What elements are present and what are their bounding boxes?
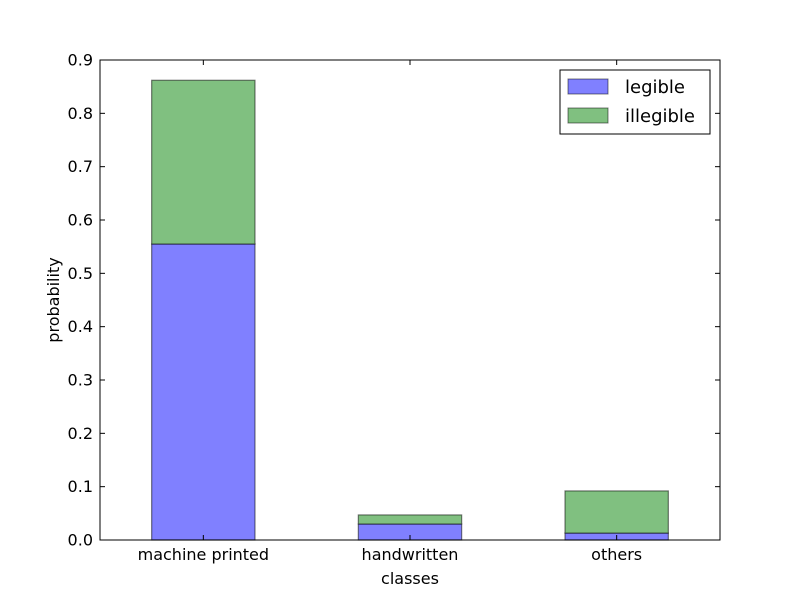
legend-swatch-legible	[567, 78, 609, 95]
y-tick-label: 0.1	[68, 477, 93, 496]
x-axis-label: classes	[381, 569, 439, 588]
x-tick-label: others	[591, 545, 642, 564]
y-axis-label: probability	[44, 257, 63, 342]
y-tick-label: 0.3	[68, 371, 93, 390]
legend-label-illegible: illegible	[625, 106, 695, 127]
ticks-layer: 0.0 0.1 0.2 0.3 0.4 0.5 0.6 0.7 0.8 0.9 machine pr…	[68, 51, 720, 564]
y-tick-label: 0.0	[68, 531, 93, 550]
bar-illegible-others	[564, 490, 669, 534]
y-tick-label: 0.2	[68, 424, 93, 443]
bar-legible-machine-printed	[151, 243, 256, 541]
x-tick-label: handwritten	[362, 545, 459, 564]
legend-swatch-illegible	[567, 107, 609, 124]
bar-illegible-handwritten	[357, 514, 463, 525]
bar-illegible-machine-printed	[151, 79, 256, 245]
y-tick-label: 0.6	[68, 211, 93, 230]
x-tick-label: machine printed	[138, 545, 269, 564]
legend-label-legible: legible	[625, 77, 685, 98]
bars-layer	[151, 79, 669, 541]
y-tick-label: 0.4	[68, 317, 93, 336]
y-tick-label: 0.9	[68, 51, 93, 70]
legend: legible illegible	[559, 69, 711, 135]
y-tick-label: 0.5	[68, 264, 93, 283]
y-tick-label: 0.8	[68, 104, 93, 123]
y-tick-label: 0.7	[68, 157, 93, 176]
